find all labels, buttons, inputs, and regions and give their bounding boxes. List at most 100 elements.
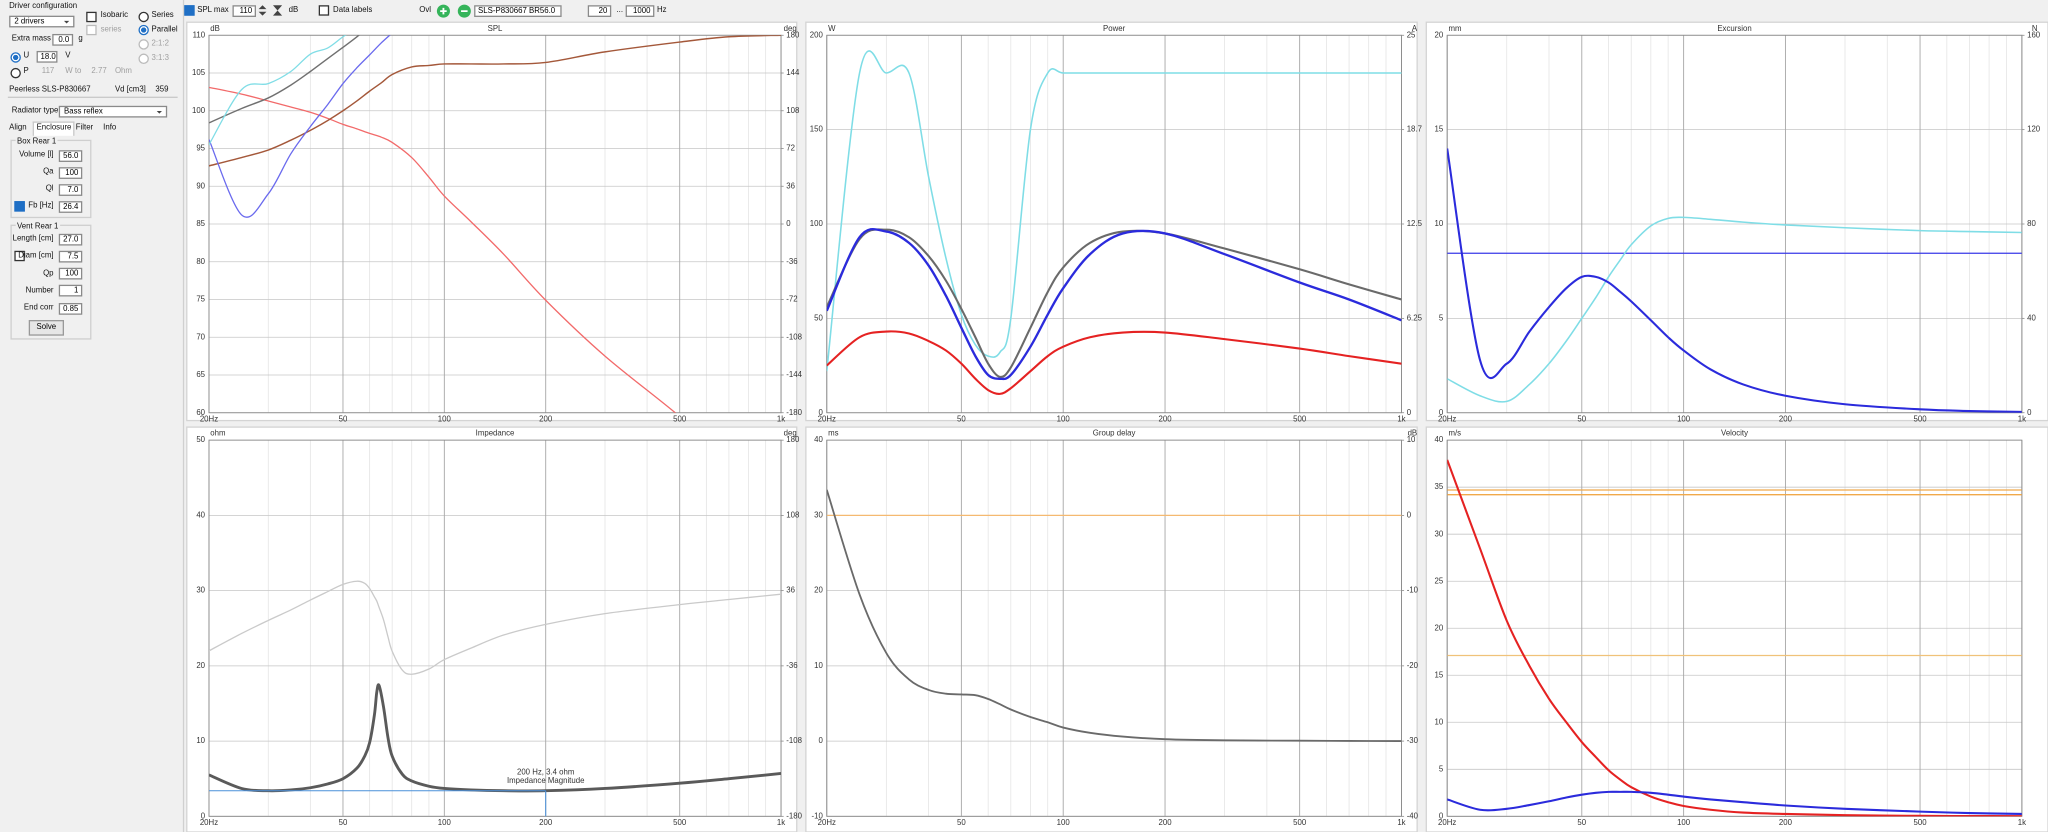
series-check-label: series [100,26,122,34]
fb-checkbox[interactable] [14,201,25,212]
freq-from-input[interactable]: 20 [587,5,612,17]
series-radio[interactable] [138,11,149,23]
y2-tick-label: 36 [786,586,795,595]
opt-313-label: 3:1:3 [151,54,169,63]
plot-lines [1447,459,2022,817]
radiator-label: Radiator type [11,107,59,115]
x-tick-label: 500 [1914,414,1928,423]
p-radio[interactable] [10,67,21,79]
plot-lines [826,50,1402,395]
data-line [826,228,1402,379]
x-tick-label: 1k [2018,818,2026,827]
series-radio-label: Series [151,11,174,20]
y-tick-label: 90 [196,181,205,190]
u-radio[interactable] [10,52,21,63]
opt-313-radio[interactable] [138,53,149,64]
spl-max-input[interactable]: 110 [232,5,256,17]
radiator-select[interactable]: Bass reflex [58,105,168,118]
field-label: Qa [43,168,54,177]
tab[interactable]: Align [9,124,27,132]
y-tick-label: 40 [814,435,823,444]
field-input[interactable]: 100 [58,166,83,179]
y-tick-label: 0 [818,408,823,417]
field-input[interactable]: 26.4 [58,200,83,213]
data-line [1447,148,2022,413]
data-labels-checkbox[interactable] [318,5,330,16]
field-input[interactable]: 7.5 [58,250,83,263]
y-tick-label: 30 [196,586,205,595]
diam-checkbox[interactable] [14,250,25,262]
field-input[interactable]: 100 [58,267,83,280]
spl-max-checkbox[interactable] [184,5,195,16]
x-tick-label: 500 [673,414,687,423]
chart: Group delay ms dB -10 0 10 20 30 40 -40 -30 -20 -10 0… [805,426,1419,832]
chart-panel [186,426,798,832]
y-axis-unit: mm [1448,24,1461,33]
field-label: Number [25,287,54,295]
x-tick-label: 50 [1577,414,1586,423]
x-tick-label: 200 [1779,414,1793,423]
spinner-icons[interactable] [257,4,286,17]
y-tick-label: 10 [196,736,205,745]
field-input[interactable]: 27.0 [58,233,83,245]
data-line [208,35,782,167]
plot-frame [826,439,1402,817]
solve-button[interactable]: Solve [28,319,64,336]
y-tick-label: 10 [1435,219,1444,228]
tab-active[interactable]: Enclosure [36,124,72,132]
y2-tick-label: 72 [786,144,795,153]
data-line [208,580,782,675]
series-checkbox[interactable] [86,24,97,36]
separator [7,96,178,98]
y2-tick-label: -36 [786,257,798,266]
tab[interactable]: Filter [75,124,94,132]
y-tick-label: 80 [196,257,205,266]
x-tick-label: 1k [777,414,785,423]
u-input[interactable]: 18.0 [36,50,58,63]
section-title: Driver configuration [9,2,78,11]
tab[interactable]: Info [103,124,117,132]
freq-to-input[interactable]: 1000 [625,5,655,17]
chart-title: SPL [488,24,503,33]
y2-axis-unit: deg [784,429,797,438]
opt-212-radio[interactable] [138,39,149,50]
hz-unit: Hz [656,6,667,15]
parallel-radio[interactable] [138,24,149,36]
y2-tick-label: -10 [1407,586,1419,595]
y2-tick-label: 0 [1407,510,1412,519]
field-label: End corr [23,304,54,313]
field-input[interactable]: 7.0 [58,183,83,196]
x-tick-label: 20Hz [818,818,836,827]
y2-tick-label: -180 [786,408,802,417]
y-tick-label: 75 [196,295,205,304]
field-input[interactable]: 1 [58,285,83,297]
x-tick-label: 500 [1914,818,1928,827]
y2-tick-label: 80 [2027,219,2036,228]
y-tick-label: 200 [810,30,824,39]
y2-tick-label: 18.7 [1407,125,1422,134]
field-label: Length [cm] [12,235,54,243]
y2-tick-label: 108 [786,510,800,519]
chart-title: Impedance [476,429,515,438]
y2-axis-unit: A [1412,24,1418,33]
data-line [1447,790,2022,816]
overlay-buttons[interactable] [436,4,473,18]
x-tick-label: 200 [1159,818,1173,827]
u-label: U [23,52,30,61]
isobaric-checkbox[interactable] [86,11,97,23]
extra-mass-label: Extra mass [11,35,51,44]
extra-mass-input[interactable]: 0.0 [52,33,74,46]
y2-tick-label: 36 [786,181,795,190]
y-tick-label: 95 [196,144,205,153]
y-tick-label: 5 [1439,764,1444,773]
vd-label: Vd [cm3] [114,86,146,95]
field-input[interactable]: 56.0 [58,149,83,162]
overlay-name-input[interactable]: SLS-P830667 BR56.0 [474,5,562,17]
x-tick-label: 100 [438,818,452,827]
drivers-select[interactable]: 2 drivers [9,15,75,28]
y-tick-label: 50 [196,435,205,444]
y2-axis-unit: dB [1408,429,1418,438]
field-input[interactable]: 0.85 [58,302,83,315]
